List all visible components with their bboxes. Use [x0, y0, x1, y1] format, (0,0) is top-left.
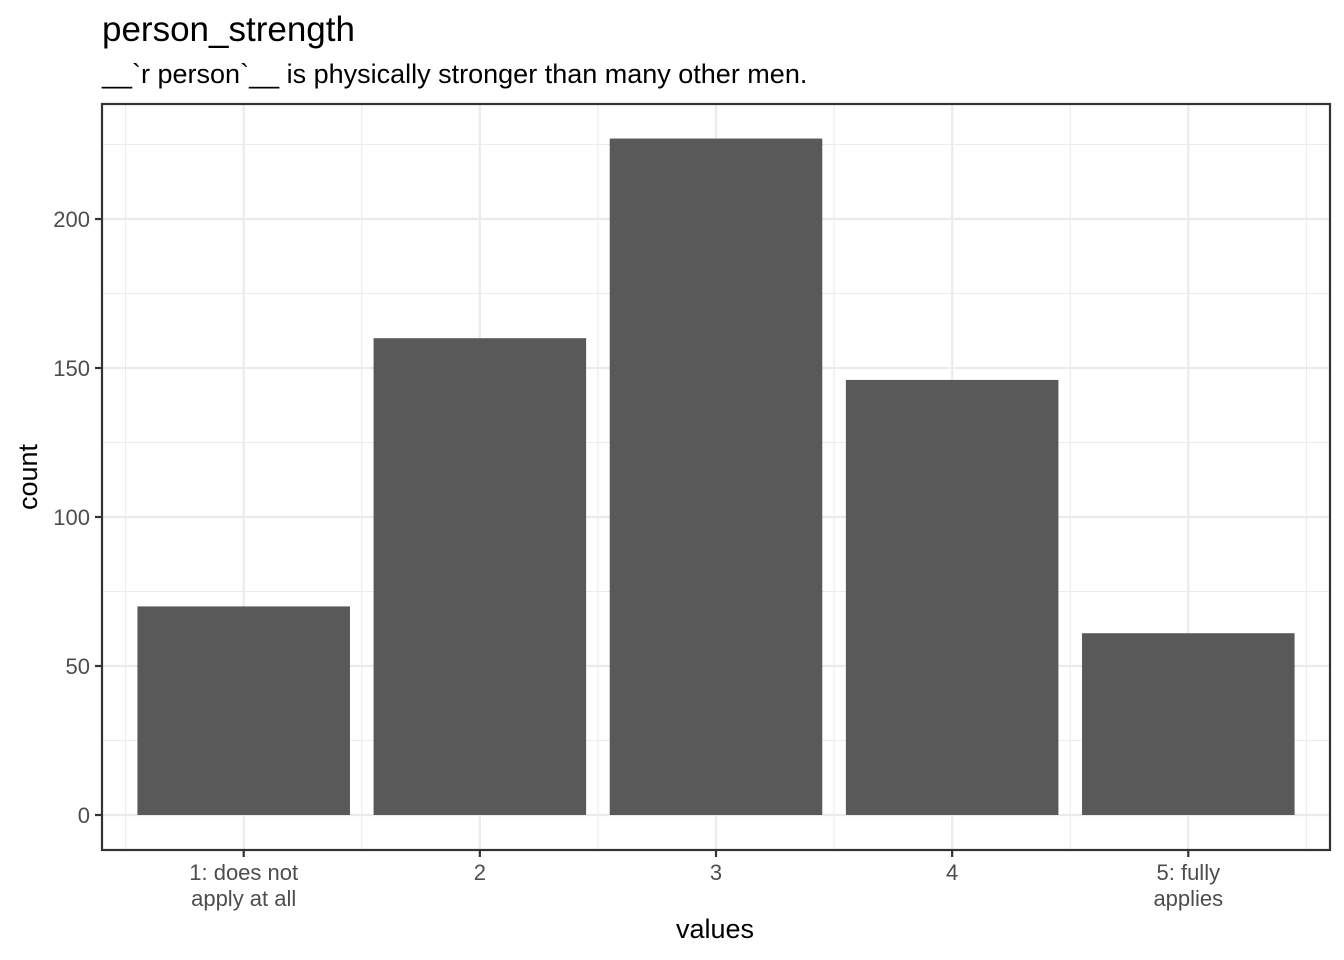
- chart-title: person_strength: [102, 10, 355, 49]
- bar: [609, 138, 823, 816]
- y-tick-label: 50: [66, 654, 90, 679]
- bar: [137, 606, 350, 815]
- x-tick-label-line: 1: does not: [189, 860, 298, 885]
- x-tick-label: 1: does not apply at all: [189, 860, 298, 911]
- y-axis-title: count: [13, 443, 43, 510]
- x-tick-label-line: 5: fully: [1157, 860, 1221, 885]
- plot-panel: 0 50 100 150 200 1: does not apply at all 2 3 4 5:…: [53, 102, 1332, 911]
- x-tick-label: 2: [474, 860, 486, 885]
- y-tick-label: 0: [78, 803, 90, 828]
- y-tick-label: 150: [53, 356, 90, 381]
- x-tick-label: 5: fully applies: [1153, 860, 1223, 911]
- y-tick-label: 100: [53, 505, 90, 530]
- x-tick-label-line: 3: [710, 860, 722, 885]
- x-tick-label-line: 4: [946, 860, 958, 885]
- y-tick-label: 200: [53, 207, 90, 232]
- x-tick-label-line: 2: [474, 860, 486, 885]
- bar: [1082, 633, 1295, 815]
- x-tick-label-line: applies: [1153, 886, 1223, 911]
- x-axis-title: values: [676, 914, 754, 944]
- bar: [373, 338, 587, 815]
- x-tick-label: 3: [710, 860, 722, 885]
- bar: [845, 379, 1059, 815]
- chart-subtitle: __`r person`__ is physically stronger th…: [101, 59, 807, 89]
- x-tick-label: 4: [946, 860, 958, 885]
- x-tick-label-line: apply at all: [191, 886, 296, 911]
